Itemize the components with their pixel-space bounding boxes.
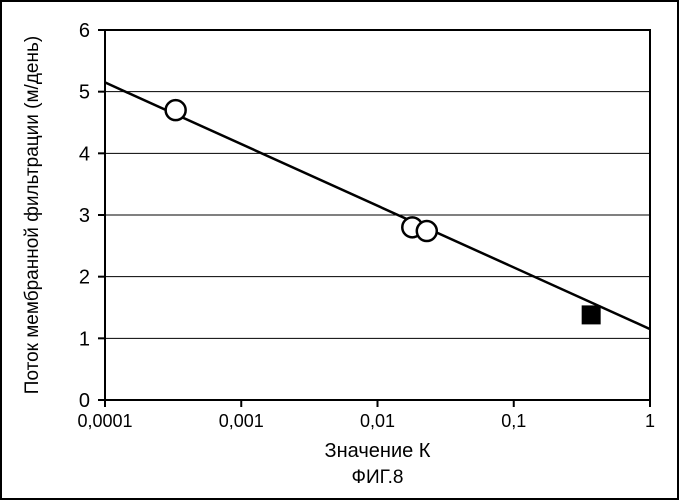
x-tick-label: 0,1	[501, 411, 526, 431]
y-tick-label: 6	[79, 20, 90, 42]
figure-caption: ФИГ.8	[352, 467, 404, 488]
y-tick-label: 0	[79, 390, 90, 412]
y-tick-label: 1	[79, 328, 90, 350]
x-tick-label: 1	[645, 411, 655, 431]
y-tick-label: 2	[79, 267, 90, 289]
data-point-circle	[417, 221, 437, 241]
x-tick-label: 0,01	[360, 411, 395, 431]
chart-svg: 0,0001 0,001 0,01 0,1 1 0 1 2 3 4 5 6 Поток мембранн…	[0, 0, 679, 500]
y-tick-label: 4	[79, 143, 90, 165]
x-axis-label: Значение К	[325, 440, 431, 462]
data-point-square	[582, 306, 600, 324]
chart-container: 0,0001 0,001 0,01 0,1 1 0 1 2 3 4 5 6 Поток мембранн…	[0, 0, 679, 500]
y-axis-label: Поток мембранной фильтрации (м/день)	[22, 36, 43, 394]
data-point-circle	[166, 100, 186, 120]
x-tick-label: 0,001	[219, 411, 264, 431]
y-tick-label: 5	[79, 82, 90, 104]
x-tick-label: 0,0001	[77, 411, 132, 431]
y-tick-label: 3	[79, 205, 90, 227]
